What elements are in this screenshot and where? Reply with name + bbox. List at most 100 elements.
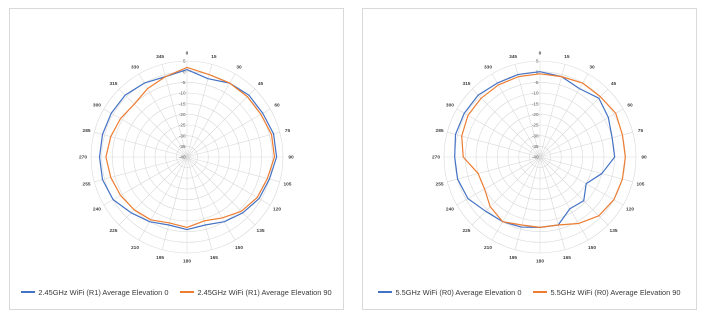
angle-tick-label: 45 <box>258 81 264 87</box>
grid-spoke <box>186 73 236 158</box>
polar-grid <box>90 60 284 254</box>
grid-spoke <box>186 108 271 158</box>
grid-spoke <box>118 88 188 158</box>
angle-tick-label: 270 <box>432 155 440 161</box>
grid-spoke <box>186 156 236 241</box>
angle-tick-label: 15 <box>211 54 217 60</box>
grid-spoke <box>186 88 256 158</box>
angle-tick-label: 330 <box>484 65 492 71</box>
grid-spoke <box>94 131 188 158</box>
angle-tick-label: 120 <box>626 207 634 213</box>
grid-spoke <box>539 131 633 158</box>
angle-tick-label: 315 <box>109 81 117 87</box>
grid-spoke <box>456 108 541 158</box>
angle-tick-label: 135 <box>610 228 618 234</box>
radial-tick-label: -20 <box>179 112 186 117</box>
radial-tick-label: -25 <box>532 123 539 128</box>
polar-chart-2-45ghz: 0 15 30 45 60 75 90 105 120 135 150 165 180 195 210 225… <box>9 8 344 310</box>
angle-tick-label: 180 <box>536 259 544 265</box>
radial-tick-label: -5 <box>534 80 539 85</box>
legend-item-elevation-90: 5.5GHz WiFi (R0) Average Elevation 90 <box>533 287 681 297</box>
grid-spoke <box>539 156 624 206</box>
angle-tick-label: 180 <box>183 259 191 265</box>
grid-spoke <box>514 64 541 158</box>
angle-tick-label: 240 <box>446 207 454 213</box>
grid-spoke <box>118 156 188 226</box>
angle-tick-label: 330 <box>131 65 139 71</box>
radial-tick-label: -15 <box>532 101 539 106</box>
grid-spoke <box>161 64 188 158</box>
legend-5-5ghz: 5.5GHz WiFi (R0) Average Elevation 0 5.5… <box>363 284 696 300</box>
angle-tick-label: 195 <box>156 255 164 261</box>
grid-spoke <box>447 156 541 183</box>
series-line-0 <box>98 68 278 231</box>
angle-tick-label: 270 <box>79 155 87 161</box>
grid-spoke <box>103 156 188 206</box>
radial-tick-label: -40 <box>179 155 186 160</box>
grid-spoke <box>138 73 188 158</box>
angle-tick-label: 285 <box>436 128 444 134</box>
radial-tick-label: -5 <box>181 80 186 85</box>
grid-spoke <box>539 156 566 250</box>
grid-spoke <box>491 156 541 241</box>
angle-tick-label: 30 <box>589 65 595 71</box>
angle-tick-label: 300 <box>446 103 454 109</box>
angle-tick-label: 120 <box>273 207 281 213</box>
legend-label-elevation-90: 5.5GHz WiFi (R0) Average Elevation 90 <box>550 287 681 297</box>
angle-tick-label: 255 <box>83 182 91 188</box>
angle-tick-label: 165 <box>563 255 571 261</box>
angle-tick-label: 240 <box>93 207 101 213</box>
grid-spoke <box>456 156 541 206</box>
grid-spoke <box>447 131 541 158</box>
legend-label-elevation-0: 5.5GHz WiFi (R0) Average Elevation 0 <box>395 287 522 297</box>
legend-swatch-blue <box>378 291 393 293</box>
grid-spoke <box>514 156 541 250</box>
angle-tick-label: 0 <box>539 51 542 57</box>
angle-tick-label: 165 <box>210 255 218 261</box>
radial-tick-label: -35 <box>179 144 186 149</box>
grid-spoke <box>138 156 188 241</box>
grid-spoke <box>539 88 609 158</box>
radial-tick-label: -10 <box>532 91 539 96</box>
grid-spoke <box>186 156 213 250</box>
grid-spoke <box>471 156 541 226</box>
polar-plot-5-5ghz: 0 15 30 45 60 75 90 105 120 135 150 165 180 195 210 225… <box>432 51 647 265</box>
angle-tick-label: 225 <box>462 228 470 234</box>
grid-spoke <box>539 156 633 183</box>
angle-tick-label: 345 <box>156 54 164 60</box>
angle-tick-label: 210 <box>484 245 492 251</box>
angle-tick-label: 315 <box>462 81 470 87</box>
radial-tick-label: -20 <box>532 112 539 117</box>
grid-spoke <box>186 156 280 183</box>
legend-item-elevation-90: 2.45GHz WiFi (R1) Average Elevation 90 <box>180 288 332 297</box>
radial-tick-label: 5 <box>183 59 186 64</box>
angle-tick-label: 345 <box>509 54 517 60</box>
legend-swatch-orange <box>180 291 195 293</box>
legend-swatch-orange <box>533 291 548 293</box>
radial-tick-label: -15 <box>179 101 186 106</box>
grid-spoke <box>186 131 280 158</box>
radial-tick-label: -40 <box>532 155 539 160</box>
angle-tick-label: 75 <box>285 128 291 134</box>
series-line-1 <box>461 73 626 228</box>
radial-tick-label: -10 <box>179 91 186 96</box>
grid-spoke <box>539 64 566 158</box>
grid-spoke <box>539 156 589 241</box>
angle-tick-label: 90 <box>641 155 647 161</box>
grid-spoke <box>539 108 624 158</box>
legend-2-45ghz: 2.45GHz WiFi (R1) Average Elevation 0 2.… <box>10 284 343 300</box>
grid-spoke <box>471 88 541 158</box>
angle-tick-label: 255 <box>436 182 444 188</box>
legend-label-elevation-0: 2.45GHz WiFi (R1) Average Elevation 0 <box>38 287 169 297</box>
grid-spoke <box>186 156 271 206</box>
angle-tick-label: 225 <box>109 228 117 234</box>
angle-tick-label: 30 <box>236 65 242 71</box>
angle-tick-label: 105 <box>283 182 291 188</box>
angle-tick-label: 60 <box>627 103 633 109</box>
grid-spoke <box>94 156 188 183</box>
angle-tick-label: 45 <box>611 81 617 87</box>
angle-tick-label: 150 <box>588 245 596 251</box>
angle-tick-label: 60 <box>274 103 280 109</box>
legend-item-elevation-0: 2.45GHz WiFi (R1) Average Elevation 0 <box>21 288 168 297</box>
radial-tick-label: -30 <box>179 133 186 138</box>
